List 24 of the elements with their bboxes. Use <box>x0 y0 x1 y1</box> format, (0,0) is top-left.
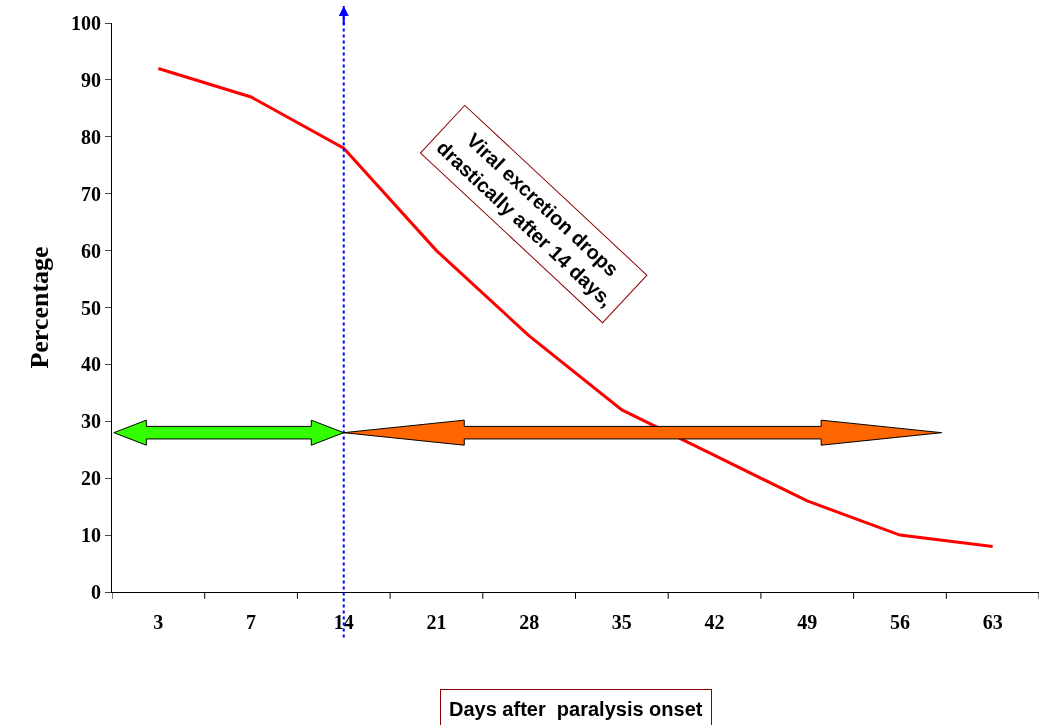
x-tick-label: 35 <box>611 611 632 633</box>
y-tick-label: 80 <box>81 125 101 148</box>
y-tick-label: 60 <box>81 239 101 262</box>
x-tick-label: 56 <box>889 611 910 633</box>
x-tick-label: 28 <box>519 611 540 633</box>
y-tick-label: 50 <box>81 296 101 319</box>
y-tick-label: 10 <box>81 524 101 547</box>
y-tick-label: 20 <box>81 467 101 490</box>
y-tick-label: 70 <box>81 182 101 205</box>
x-tick-label: 3 <box>153 611 164 633</box>
x-tick-label: 63 <box>982 611 1003 633</box>
y-tick-label: 100 <box>71 12 101 34</box>
y-tick-label: 90 <box>81 68 101 91</box>
x-tick-label: 42 <box>704 611 725 633</box>
x-tick-label: 21 <box>426 611 447 633</box>
y-axis-title: Percentage <box>25 246 55 369</box>
x-tick-label: 7 <box>246 611 257 633</box>
y-tick-label: 0 <box>91 581 101 603</box>
x-tick-label: 14 <box>333 611 354 633</box>
line-series <box>156 67 995 548</box>
x-tick-label: 49 <box>797 611 818 633</box>
x-axis-title: Days after paralysis onset <box>449 698 703 720</box>
y-tick-label: 30 <box>81 410 101 433</box>
y-tick-label: 40 <box>81 353 101 376</box>
